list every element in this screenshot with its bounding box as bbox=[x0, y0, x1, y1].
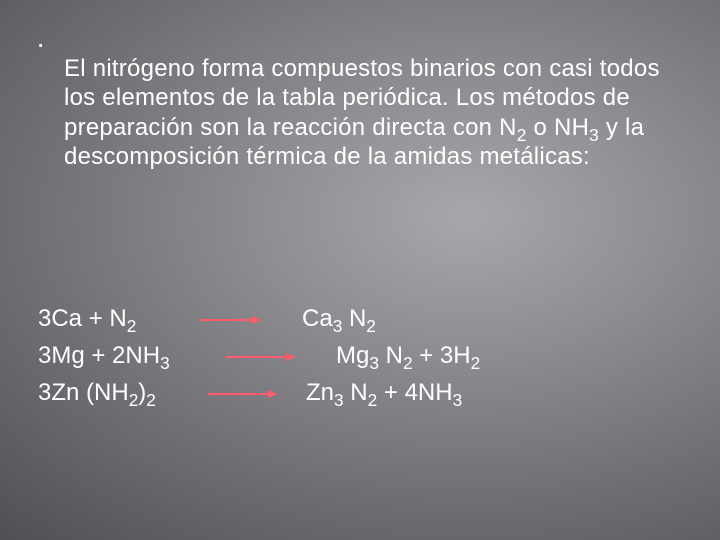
rhs-chem-2-t1: Zn bbox=[306, 379, 334, 406]
reaction-row: 3Zn (NH2)2Zn3 N2 + 4NH3 bbox=[38, 374, 678, 411]
rhs-chem-1-s3: 2 bbox=[471, 353, 481, 373]
rhs-chem-2-s2: 2 bbox=[368, 390, 378, 410]
lhs-chem-0: 3Ca + N2 bbox=[38, 305, 136, 332]
reaction-row: 3Mg + 2NH3Mg3 N2 + 3H2 bbox=[38, 337, 678, 374]
lhs-chem-2-s2: 2 bbox=[146, 390, 156, 410]
lhs-chem-2: 3Zn (NH2)2 bbox=[38, 379, 156, 406]
rhs-chem-2-t2: N bbox=[344, 379, 368, 406]
reaction-rhs: Mg3 N2 + 3H2 bbox=[336, 337, 480, 374]
arrow-cell bbox=[208, 374, 276, 411]
rhs-chem-0-s2: 2 bbox=[366, 316, 376, 336]
reaction-rhs: Zn3 N2 + 4NH3 bbox=[306, 374, 462, 411]
rhs-chem-0-t1: Ca bbox=[302, 305, 333, 332]
reaction-arrow-icon bbox=[208, 393, 276, 395]
rhs-chem-1-t2: N bbox=[379, 342, 403, 369]
reaction-arrow-icon bbox=[200, 319, 260, 321]
rhs-chem-0-t2: N bbox=[342, 305, 366, 332]
arrow-cell bbox=[200, 300, 260, 337]
rhs-chem-0-s1: 3 bbox=[333, 316, 343, 336]
reaction-rhs: Ca3 N2 bbox=[302, 300, 376, 337]
rhs-chem-1-s2: 2 bbox=[403, 353, 413, 373]
paragraph: El nitrógeno forma compuestos binarios c… bbox=[64, 54, 680, 171]
para-text-2: o NH bbox=[527, 114, 590, 141]
reaction-row: 3Ca + N2Ca3 N2 bbox=[38, 300, 678, 337]
lhs-chem-0-s1: 2 bbox=[127, 316, 137, 336]
para-sub-2: 3 bbox=[589, 124, 599, 144]
rhs-chem-1-s1: 3 bbox=[369, 353, 379, 373]
rhs-chem-2-s3: 3 bbox=[453, 390, 463, 410]
lhs-chem-2-s1: 2 bbox=[129, 390, 139, 410]
rhs-chem-1-t3: + 3H bbox=[413, 342, 471, 369]
reaction-lhs: 3Ca + N2 bbox=[38, 300, 168, 337]
reaction-lhs: 3Mg + 2NH3 bbox=[38, 337, 208, 374]
rhs-chem-0: Ca3 N2 bbox=[302, 305, 376, 332]
rhs-chem-1-t1: Mg bbox=[336, 342, 369, 369]
para-sub-1: 2 bbox=[517, 124, 527, 144]
slide: · El nitrógeno forma compuestos binarios… bbox=[0, 0, 720, 540]
rhs-chem-1: Mg3 N2 + 3H2 bbox=[336, 342, 480, 369]
lhs-chem-1: 3Mg + 2NH3 bbox=[38, 342, 170, 369]
arrow-cell bbox=[226, 337, 294, 374]
bullet-dot: · bbox=[36, 30, 45, 58]
reaction-arrow-icon bbox=[226, 356, 294, 358]
lhs-chem-1-t1: 3Mg + 2NH bbox=[38, 342, 160, 369]
reaction-lhs: 3Zn (NH2)2 bbox=[38, 374, 198, 411]
rhs-chem-2: Zn3 N2 + 4NH3 bbox=[306, 379, 462, 406]
lhs-chem-1-s1: 3 bbox=[160, 353, 170, 373]
reactions-block: 3Ca + N2Ca3 N23Mg + 2NH3Mg3 N2 + 3H23Zn … bbox=[38, 300, 678, 411]
lhs-chem-2-t1: 3Zn (NH bbox=[38, 379, 129, 406]
rhs-chem-2-s1: 3 bbox=[334, 390, 344, 410]
rhs-chem-2-t3: + 4NH bbox=[377, 379, 452, 406]
lhs-chem-0-t1: 3Ca + N bbox=[38, 305, 127, 332]
